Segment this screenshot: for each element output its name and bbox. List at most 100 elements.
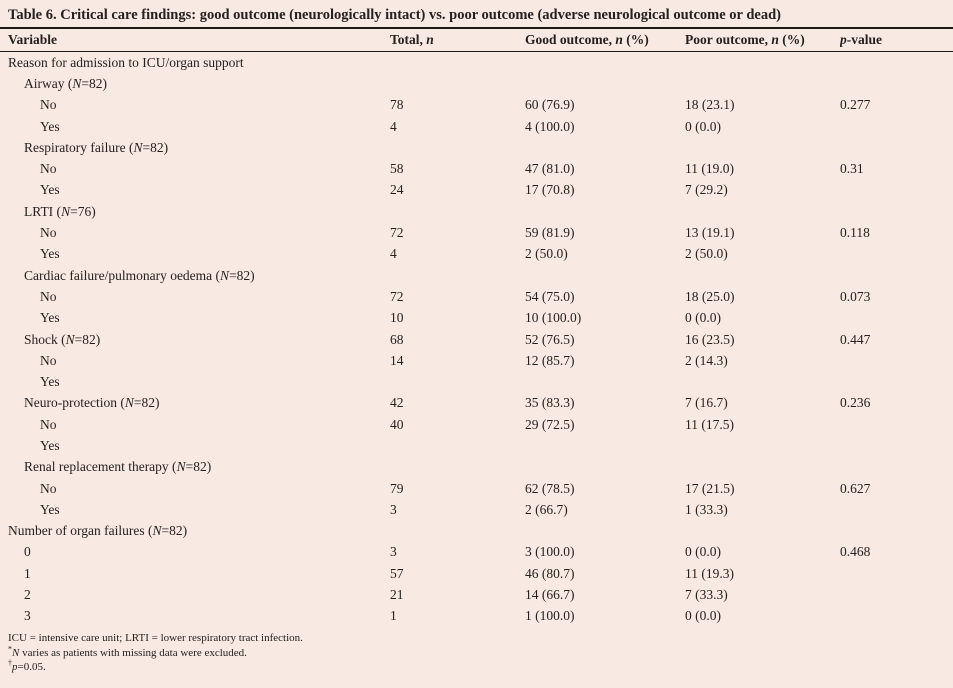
cell-poor-outcome: 7 (29.2): [685, 182, 728, 198]
cell-variable: Yes: [40, 246, 60, 262]
table-row: 1 57 46 (80.7) 11 (19.3): [0, 563, 953, 584]
table-row: Number of organ failures (N=82): [0, 521, 953, 542]
cell-variable: Respiratory failure (N=82): [24, 139, 169, 155]
table-header-row: Variable Total, n Good outcome, n (%) Poor …: [0, 29, 953, 52]
cell-poor-outcome: 1 (33.3): [685, 501, 728, 517]
cell-good-outcome: 35 (83.3): [525, 395, 575, 411]
cell-variable: Neuro-protection (N=82): [24, 395, 160, 411]
cell-good-outcome: 14 (66.7): [525, 587, 575, 603]
cell-poor-outcome: 17 (21.5): [685, 480, 735, 496]
cell-p-value: 0.073: [840, 288, 871, 304]
table-row: LRTI (N=76): [0, 201, 953, 222]
cell-variable: Yes: [40, 182, 60, 198]
cell-variable: No: [40, 416, 57, 432]
table-row: Neuro-protection (N=82) 42 35 (83.3) 7 (16.…: [0, 393, 953, 414]
table-row: Yes 3 2 (66.7) 1 (33.3): [0, 499, 953, 520]
cell-variable: Yes: [40, 310, 60, 326]
column-header-total: Total, n: [390, 32, 434, 47]
column-header-poor-outcome: Poor outcome, n (%): [685, 32, 805, 47]
cell-total: 3: [390, 544, 397, 560]
cell-total: 79: [390, 480, 404, 496]
table-row: Yes 10 10 (100.0) 0 (0.0): [0, 308, 953, 329]
table-row: Yes 4 2 (50.0) 2 (50.0): [0, 244, 953, 265]
cell-good-outcome: 47 (81.0): [525, 161, 575, 177]
table-title: Table 6. Critical care findings: good ou…: [0, 0, 953, 29]
cell-variable: Reason for admission to ICU/organ suppor…: [8, 54, 244, 70]
cell-total: 72: [390, 225, 404, 241]
column-header-p-value: p-value: [840, 32, 882, 47]
cell-variable: Yes: [40, 437, 60, 453]
cell-good-outcome: 3 (100.0): [525, 544, 575, 560]
cell-poor-outcome: 11 (19.0): [685, 161, 734, 177]
table-footnotes: ICU = intensive care unit; LRTI = lower …: [0, 627, 953, 675]
cell-total: 68: [390, 331, 404, 347]
table-row: No 40 29 (72.5) 11 (17.5): [0, 414, 953, 435]
table-row: Respiratory failure (N=82): [0, 137, 953, 158]
cell-total: 72: [390, 288, 404, 304]
cell-variable: 1: [24, 565, 31, 581]
table-row: Yes 24 17 (70.8) 7 (29.2): [0, 180, 953, 201]
cell-variable: Cardiac failure/pulmonary oedema (N=82): [24, 267, 255, 283]
table-body: Reason for admission to ICU/organ suppor…: [0, 52, 953, 627]
column-header-variable: Variable: [8, 32, 58, 47]
cell-total: 10: [390, 310, 404, 326]
table-row: 3 1 1 (100.0) 0 (0.0): [0, 606, 953, 627]
cell-total: 24: [390, 182, 404, 198]
cell-variable: No: [40, 352, 57, 368]
footnote: *N varies as patients with missing data …: [8, 643, 247, 659]
cell-p-value: 0.236: [840, 395, 871, 411]
cell-total: 40: [390, 416, 404, 432]
cell-poor-outcome: 16 (23.5): [685, 331, 735, 347]
cell-variable: 2: [24, 587, 31, 603]
table-row: No 72 54 (75.0) 18 (25.0) 0.073: [0, 286, 953, 307]
cell-poor-outcome: 18 (23.1): [685, 97, 735, 113]
table-row: No 72 59 (81.9) 13 (19.1) 0.118: [0, 222, 953, 243]
cell-variable: No: [40, 97, 57, 113]
table-row: Yes 4 4 (100.0) 0 (0.0): [0, 116, 953, 137]
table-row: Shock (N=82) 68 52 (76.5) 16 (23.5) 0.447: [0, 329, 953, 350]
cell-p-value: 0.447: [840, 331, 871, 347]
cell-poor-outcome: 11 (19.3): [685, 565, 734, 581]
cell-good-outcome: 10 (100.0): [525, 310, 582, 326]
cell-variable: Yes: [40, 374, 60, 390]
cell-variable: No: [40, 225, 57, 241]
cell-variable: No: [40, 480, 57, 496]
cell-good-outcome: 12 (85.7): [525, 352, 575, 368]
cell-good-outcome: 52 (76.5): [525, 331, 575, 347]
cell-p-value: 0.627: [840, 480, 871, 496]
cell-poor-outcome: 11 (17.5): [685, 416, 734, 432]
cell-poor-outcome: 0 (0.0): [685, 608, 721, 624]
table-row: No 78 60 (76.9) 18 (23.1) 0.277: [0, 95, 953, 116]
cell-variable: Yes: [40, 118, 60, 134]
cell-good-outcome: 4 (100.0): [525, 118, 575, 134]
cell-variable: Number of organ failures (N=82): [8, 523, 188, 539]
cell-variable: Airway (N=82): [24, 75, 107, 91]
cell-poor-outcome: 13 (19.1): [685, 225, 735, 241]
table-row: Yes: [0, 371, 953, 392]
cell-good-outcome: 54 (75.0): [525, 288, 575, 304]
table-row: No 14 12 (85.7) 2 (14.3): [0, 350, 953, 371]
cell-variable: LRTI (N=76): [24, 203, 96, 219]
cell-good-outcome: 59 (81.9): [525, 225, 575, 241]
footnote: †p=0.05.: [8, 658, 46, 674]
cell-poor-outcome: 7 (33.3): [685, 587, 728, 603]
cell-good-outcome: 1 (100.0): [525, 608, 575, 624]
cell-good-outcome: 2 (66.7): [525, 501, 568, 517]
cell-total: 4: [390, 246, 397, 262]
cell-poor-outcome: 0 (0.0): [685, 118, 721, 134]
cell-variable: No: [40, 288, 57, 304]
cell-total: 78: [390, 97, 404, 113]
table-row: No 58 47 (81.0) 11 (19.0) 0.31: [0, 158, 953, 179]
cell-variable: 0: [24, 544, 31, 560]
table-row: Renal replacement therapy (N=82): [0, 457, 953, 478]
table-row: 2 21 14 (66.7) 7 (33.3): [0, 584, 953, 605]
cell-good-outcome: 2 (50.0): [525, 246, 568, 262]
cell-variable: Yes: [40, 501, 60, 517]
cell-p-value: 0.277: [840, 97, 871, 113]
cell-variable: Renal replacement therapy (N=82): [24, 459, 212, 475]
cell-variable: Shock (N=82): [24, 331, 101, 347]
cell-good-outcome: 60 (76.9): [525, 97, 575, 113]
table-row: 0 3 3 (100.0) 0 (0.0) 0.468: [0, 542, 953, 563]
cell-total: 3: [390, 501, 397, 517]
